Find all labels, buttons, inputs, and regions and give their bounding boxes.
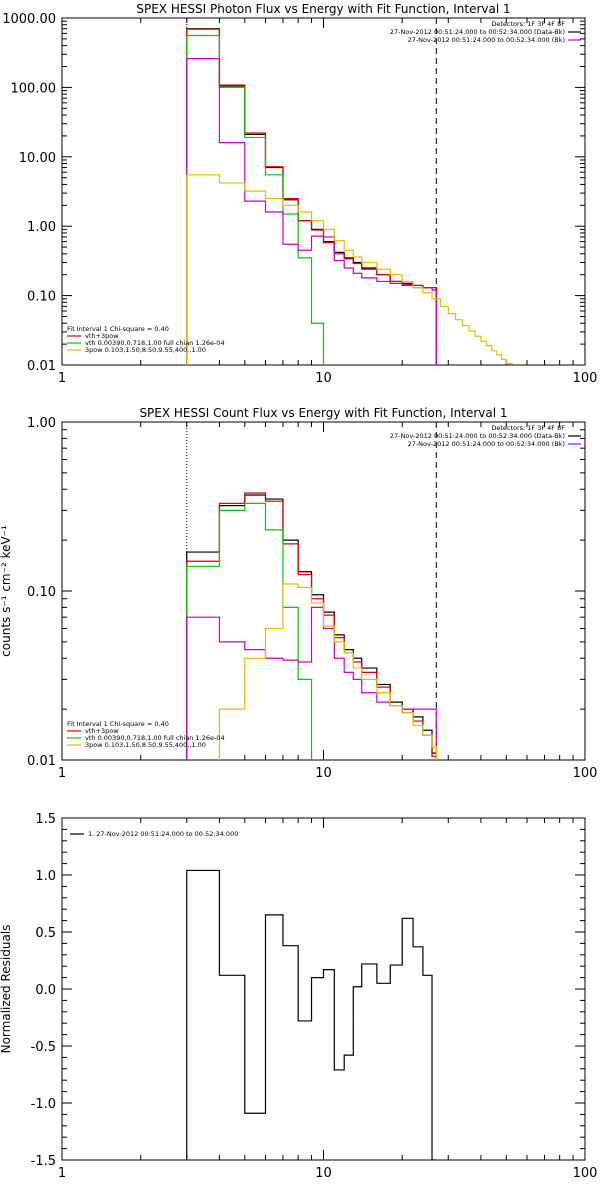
series-line-5 bbox=[218, 583, 437, 760]
info-text-line: 27-Nov-2012 00:51:24.000 to 00:52:34.000… bbox=[390, 432, 565, 440]
legend-entry: vth+3pow bbox=[85, 727, 119, 735]
x-tick-label: 10 bbox=[315, 766, 332, 781]
plot-area bbox=[186, 28, 513, 365]
y-tick-label: -1.0 bbox=[31, 1097, 56, 1112]
y-tick-label: 0.10 bbox=[27, 290, 56, 305]
x-tick-label: 100 bbox=[573, 371, 598, 386]
y-tick-label: -0.5 bbox=[31, 1040, 56, 1055]
x-tick-label: 100 bbox=[573, 1166, 598, 1181]
y-tick-label: 0.01 bbox=[27, 359, 56, 374]
x-tick-label: 1 bbox=[58, 766, 66, 781]
series-line-5 bbox=[186, 174, 513, 365]
y-tick-label: 0.01 bbox=[27, 754, 56, 769]
info-text-line: 27-Nov-2012 00:51:24.000 to 00:52:34.000… bbox=[390, 28, 565, 36]
y-axis-label: Normalized Residuals bbox=[0, 925, 13, 1054]
chart-title: SPEX HESSI Count Flux vs Energy with Fit… bbox=[139, 406, 507, 420]
y-tick-label: 1000.00 bbox=[2, 12, 56, 27]
legend-entry: 3pow 0.103,1.50,8.50,9.55,400.,1.00 bbox=[85, 741, 206, 749]
y-tick-label: 1.5 bbox=[35, 812, 56, 827]
y-tick-label: 1.00 bbox=[27, 416, 56, 431]
legend-entry: 3pow 0.103,1.50,8.50,9.55,400.,1.00 bbox=[85, 346, 206, 354]
y-tick-label: 100.00 bbox=[11, 81, 57, 96]
x-tick-label: 1 bbox=[58, 1166, 66, 1181]
series-line-3 bbox=[186, 34, 325, 365]
y-tick-label: 0.5 bbox=[35, 926, 56, 941]
series-line-1 bbox=[186, 869, 437, 1160]
chart-title: SPEX HESSI Photon Flux vs Energy with Fi… bbox=[136, 2, 510, 16]
info-text-line: Detectors: 1F 3F 4F 8F bbox=[491, 20, 565, 28]
series-line-3 bbox=[186, 502, 313, 760]
y-tick-label: 1.0 bbox=[35, 869, 56, 884]
plot-frame bbox=[61, 421, 586, 761]
chart-panel-1: SPEX HESSI Photon Flux vs Energy with Fi… bbox=[2, 2, 597, 386]
x-tick-label: 100 bbox=[573, 766, 598, 781]
x-tick-label: 10 bbox=[315, 371, 332, 386]
plot-area bbox=[186, 869, 437, 1160]
plot-frame bbox=[61, 17, 586, 366]
y-axis-label: counts s⁻¹ cm⁻² keV⁻¹ bbox=[0, 525, 13, 657]
chart-panel-2: SPEX HESSI Count Flux vs Energy with Fit… bbox=[0, 406, 597, 781]
x-tick-label: 1 bbox=[58, 371, 66, 386]
legend-entry: vth 0.00390,0.718,1.00 full chian 1.26e-… bbox=[85, 734, 225, 742]
legend-header: Fit Interval 1 Chi-square = 0.40 bbox=[67, 720, 169, 728]
legend-entry: 1. 27-Nov-2012 00:51:24.000 to 00:52:34.… bbox=[88, 830, 238, 838]
y-tick-label: 1.00 bbox=[27, 220, 56, 235]
plot-area bbox=[186, 492, 437, 760]
x-tick-label: 10 bbox=[315, 1166, 332, 1181]
y-tick-label: 0.10 bbox=[27, 585, 56, 600]
y-tick-label: 0.0 bbox=[35, 983, 56, 998]
info-text-line: Detectors: 1F 3F 4F 8F bbox=[491, 424, 565, 432]
info-text-line: 27-Nov-2012 00:51:24.000 to 00:52:34.000… bbox=[408, 440, 565, 448]
y-tick-label: 10.00 bbox=[19, 151, 56, 166]
legend-header: Fit Interval 1 Chi-square = 0.40 bbox=[67, 325, 169, 333]
plot-frame bbox=[61, 817, 586, 1161]
y-tick-label: -1.5 bbox=[31, 1154, 56, 1169]
chart-panel-3: Normalized Residuals 1 10 100 -1.5 -1.0 -0.5 0.… bbox=[0, 812, 597, 1181]
legend-entry: vth 0.00390,0.718,1.00 full chian 1.26e-… bbox=[85, 339, 225, 347]
legend-entry: vth+3pow bbox=[85, 332, 119, 340]
info-text-line: 27-Nov-2012 00:51:24.000 to 00:52:34.000… bbox=[408, 36, 565, 44]
